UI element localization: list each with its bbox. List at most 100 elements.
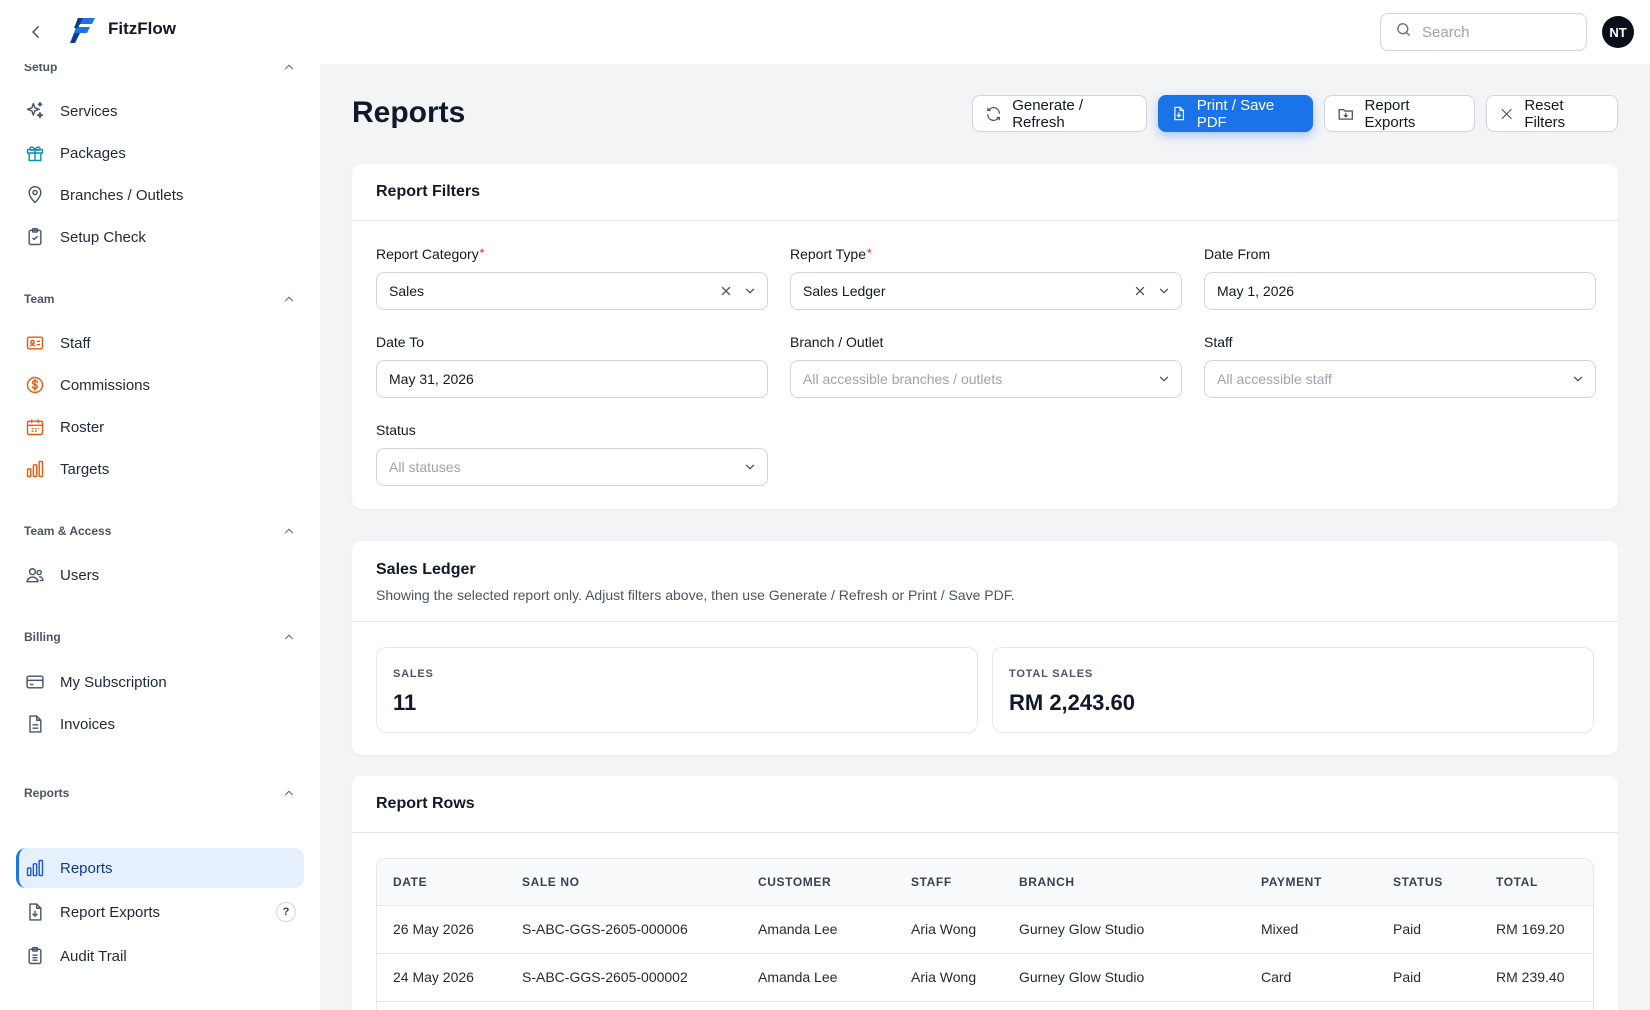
reset-filters-button[interactable]: Reset Filters [1486,95,1618,132]
sidebar-item-label: Targets [60,460,110,478]
cell-date [377,1001,506,1010]
cell-total: RM 239.40 [1480,953,1593,1002]
generate-refresh-button[interactable]: Generate / Refresh [972,95,1147,132]
table-row[interactable]: 26 May 2026 S-ABC-GGS-2605-000006 Amanda… [377,905,1593,954]
sidebar-item-targets[interactable]: Targets [16,449,304,489]
users-icon [24,564,46,586]
search-input[interactable] [1422,23,1562,41]
app-name: FitzFlow [108,19,176,38]
sidebar-item-label: Services [60,102,118,120]
print-save-pdf-button[interactable]: Print / Save PDF [1158,95,1313,132]
folder-download-icon [1338,108,1353,120]
chevron-up-icon [284,634,294,640]
sidebar-item-label: Branches / Outlets [60,186,184,204]
stat-value: 11 [393,690,417,715]
table-row[interactable] [377,1001,1593,1010]
sidebar-item-staff[interactable]: Staff [16,323,304,363]
button-label: Report Exports [1364,96,1416,131]
column-header-total[interactable]: TOTAL [1480,859,1593,906]
clear-icon[interactable] [719,284,733,298]
chevron-up-icon [284,64,294,70]
column-header-payment[interactable]: PAYMENT [1245,859,1377,906]
sidebar-item-audit-trail[interactable]: Audit Trail [16,936,304,976]
cell-date: 24 May 2026 [377,953,506,1002]
column-header-date[interactable]: DATE [377,859,506,906]
stat-label: SALES [393,668,434,680]
table-row[interactable]: 24 May 2026 S-ABC-GGS-2605-000002 Amanda… [377,953,1593,1002]
cell-customer [742,1001,895,1010]
section-title: Team & Access [24,524,112,538]
sidebar-section-billing[interactable]: Billing [24,630,296,644]
sidebar-section-setup[interactable]: Setup [24,64,296,74]
cell-status: Paid [1377,953,1480,1002]
page-title: Reports [352,96,466,129]
report-filters-card: Report Filters Report Category* Sales Re… [352,164,1618,509]
select-placeholder: All accessible branches / outlets [803,371,1003,387]
sidebar-item-invoices[interactable]: Invoices [16,704,304,744]
sidebar-item-branches-outlets[interactable]: Branches / Outlets [16,175,304,215]
help-badge[interactable]: ? [276,902,296,922]
button-label: Print / Save PDF [1196,96,1275,131]
cell-customer: Amanda Lee [742,953,895,1002]
sidebar-item-roster[interactable]: Roster [16,407,304,447]
sidebar-item-my-subscription[interactable]: My Subscription [16,662,304,702]
sidebar-item-packages[interactable]: Packages [16,133,304,173]
gift-icon [24,142,46,164]
sidebar-item-commissions[interactable]: Commissions [16,365,304,405]
card-subtitle: Showing the selected report only. Adjust… [376,587,1015,603]
chevron-up-icon [284,790,294,796]
date-to-field[interactable]: May 31, 2026 [376,360,768,398]
status-select[interactable]: All statuses [376,448,768,486]
column-header-customer[interactable]: CUSTOMER [742,859,895,906]
sidebar-item-label: Users [60,566,100,584]
sidebar-item-label: Roster [60,418,105,436]
stat-total-sales: TOTAL SALES RM 2,243.60 [992,647,1594,733]
cell-payment [1245,1001,1377,1010]
sidebar-item-setup-check[interactable]: Setup Check [16,217,304,257]
sidebar-item-report-exports[interactable]: Report Exports ? [16,892,304,932]
sidebar-item-label: Audit Trail [60,947,127,965]
search-icon [1395,21,1412,43]
sidebar-section-reports[interactable]: Reports [24,786,296,800]
branch-outlet-select[interactable]: All accessible branches / outlets [790,360,1182,398]
sidebar-item-label: Invoices [60,715,116,733]
sidebar: Setup Services Packages Branches / Outle… [0,64,320,1010]
table-header-row: DATE SALE NO CUSTOMER STAFF BRANCH PAYME… [377,859,1593,906]
bar-chart-icon [24,458,46,480]
column-header-sale-no[interactable]: SALE NO [506,859,742,906]
cell-branch: Gurney Glow Studio [1003,905,1245,954]
chevron-down-icon [1159,288,1169,294]
report-type-select[interactable]: Sales Ledger [790,272,1182,310]
search-box[interactable] [1380,13,1587,51]
chevron-up-icon [284,528,294,534]
map-pin-icon [24,184,46,206]
clear-icon[interactable] [1133,284,1147,298]
sidebar-item-services[interactable]: Services [16,91,304,131]
sidebar-section-team[interactable]: Team [24,292,296,306]
user-avatar[interactable]: NT [1602,16,1634,48]
back-arrow-icon[interactable] [24,20,48,44]
column-header-staff[interactable]: STAFF [895,859,1003,906]
card-title: Report Rows [376,795,475,812]
sidebar-item-users[interactable]: Users [16,555,304,595]
column-header-branch[interactable]: BRANCH [1003,859,1245,906]
sidebar-item-reports[interactable]: Reports [16,848,304,888]
report-type-label: Report Type* [790,246,872,262]
cell-customer: Amanda Lee [742,905,895,954]
report-category-select[interactable]: Sales [376,272,768,310]
id-card-icon [24,332,46,354]
sidebar-item-label: Commissions [60,376,151,394]
file-download-icon [24,901,46,923]
staff-select[interactable]: All accessible staff [1204,360,1596,398]
sidebar-section-team-access[interactable]: Team & Access [24,524,296,538]
cell-status [1377,1001,1480,1010]
clipboard-list-icon [24,945,46,967]
sidebar-item-label: Report Exports [60,903,161,921]
cell-status: Paid [1377,905,1480,954]
status-label: Status [376,422,416,438]
staff-label: Staff [1204,334,1233,350]
column-header-status[interactable]: STATUS [1377,859,1480,906]
report-exports-button[interactable]: Report Exports [1324,95,1475,132]
date-from-field[interactable]: May 1, 2026 [1204,272,1596,310]
fitzflow-logo-icon[interactable] [70,16,96,44]
